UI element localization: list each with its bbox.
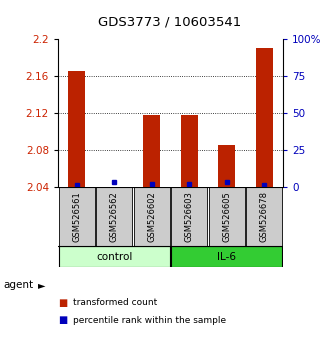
Text: GSM526602: GSM526602 <box>147 191 156 242</box>
Bar <box>218 145 235 187</box>
Text: agent: agent <box>3 280 33 290</box>
Text: GSM526678: GSM526678 <box>260 191 269 242</box>
Bar <box>181 115 198 187</box>
Bar <box>246 187 282 246</box>
Bar <box>171 187 207 246</box>
Text: GSM526603: GSM526603 <box>185 191 194 242</box>
Text: GSM526562: GSM526562 <box>110 191 119 242</box>
Text: transformed count: transformed count <box>73 298 157 307</box>
Text: GSM526561: GSM526561 <box>72 191 81 242</box>
Text: ■: ■ <box>58 315 67 325</box>
Bar <box>59 246 170 267</box>
Text: ►: ► <box>38 280 46 290</box>
Bar <box>256 48 273 187</box>
Text: IL-6: IL-6 <box>217 252 236 262</box>
Text: ■: ■ <box>58 298 67 308</box>
Text: percentile rank within the sample: percentile rank within the sample <box>73 316 226 325</box>
Bar <box>134 187 170 246</box>
Bar <box>143 115 160 187</box>
Text: GDS3773 / 10603541: GDS3773 / 10603541 <box>98 15 241 28</box>
Bar <box>171 246 282 267</box>
Text: GSM526605: GSM526605 <box>222 191 231 242</box>
Bar <box>68 71 85 187</box>
Bar <box>209 187 245 246</box>
Text: control: control <box>96 252 132 262</box>
Bar <box>96 187 132 246</box>
Bar <box>59 187 95 246</box>
